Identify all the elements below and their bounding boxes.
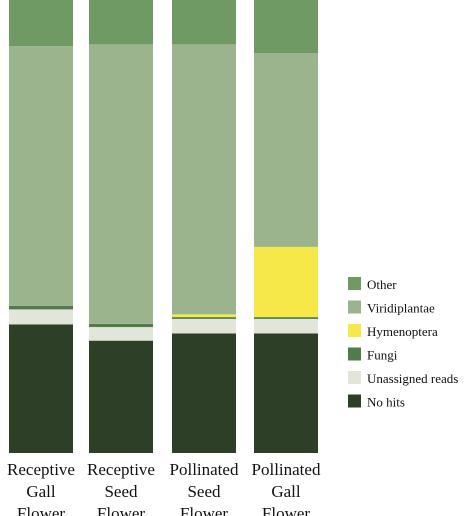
- legend-swatch-no-hits: [348, 394, 361, 408]
- legend-label-no-hits: No hits: [367, 395, 405, 410]
- legend-label-fungi: Fungi: [367, 348, 398, 363]
- bar-segment-fungi-3: [172, 317, 236, 319]
- x-tick-label-line: Gall: [26, 482, 56, 501]
- legend-swatch-fungi: [348, 347, 361, 361]
- bar-segment-unassigned-reads-3: [172, 318, 236, 334]
- x-tick-label-3: Pollinated Seed Flower: [170, 460, 239, 516]
- bar-segment-other-1: [9, 0, 73, 47]
- bar-segment-no-hits-4: [254, 333, 318, 453]
- legend-label-viridiplantae: Viridiplantae: [367, 301, 435, 316]
- x-tick-label-line: Seed: [104, 482, 138, 501]
- bar-segment-viridiplantae-3: [172, 44, 236, 315]
- x-tick-label-line: Flower: [262, 504, 311, 516]
- x-tick-label-line: Receptive: [7, 460, 75, 479]
- x-tick-label-line: Gall: [271, 482, 301, 501]
- x-tick-label-line: Seed: [187, 482, 221, 501]
- bar-segment-fungi-1: [9, 305, 73, 310]
- bar-segment-no-hits-2: [89, 340, 153, 453]
- x-tick-label-2: Receptive Seed Flower: [87, 460, 155, 516]
- x-tick-label-line: Flower: [17, 504, 66, 516]
- bar-segment-no-hits-1: [9, 324, 73, 453]
- bar-segment-fungi-4: [254, 317, 318, 319]
- legend-swatch-unassigned-reads: [348, 371, 361, 384]
- x-tick-label-line: Pollinated: [252, 460, 321, 479]
- x-tick-label-line: Flower: [180, 504, 229, 516]
- bar-segment-hymenoptera-3: [172, 314, 236, 318]
- bar-segment-other-3: [172, 0, 236, 45]
- bar-segment-viridiplantae-2: [89, 44, 153, 324]
- x-tick-label-line: Flower: [97, 504, 146, 516]
- bar-segment-other-2: [89, 0, 153, 45]
- x-tick-label-1: Receptive Gall Flower: [7, 460, 75, 516]
- legend-swatch-hymenoptera: [348, 324, 361, 337]
- legend-label-unassigned-reads: Unassigned reads: [367, 371, 458, 386]
- bar-segment-fungi-2: [89, 323, 153, 328]
- legend-label-hymenoptera: Hymenoptera: [367, 324, 438, 339]
- legend-label-other: Other: [367, 277, 397, 292]
- x-tick-label-line: Receptive: [87, 460, 155, 479]
- bar-segment-no-hits-3: [172, 333, 236, 453]
- bar-segment-viridiplantae-1: [9, 46, 73, 306]
- bar-segment-hymenoptera-4: [254, 246, 318, 318]
- bars-layer: [9, 0, 318, 453]
- legend: Other Viridiplantae Hymenoptera Fungi Unassi…: [348, 277, 458, 410]
- x-tick-label-4: Pollinated Gall Flower: [252, 460, 321, 516]
- x-tick-label-line: Pollinated: [170, 460, 239, 479]
- bar-segment-other-4: [254, 0, 318, 53]
- legend-swatch-other: [348, 277, 361, 290]
- bar-segment-unassigned-reads-2: [89, 327, 153, 341]
- legend-swatch-viridiplantae: [348, 300, 361, 314]
- bar-segment-unassigned-reads-4: [254, 318, 318, 334]
- bar-segment-unassigned-reads-1: [9, 309, 73, 325]
- bar-segment-viridiplantae-4: [254, 53, 318, 247]
